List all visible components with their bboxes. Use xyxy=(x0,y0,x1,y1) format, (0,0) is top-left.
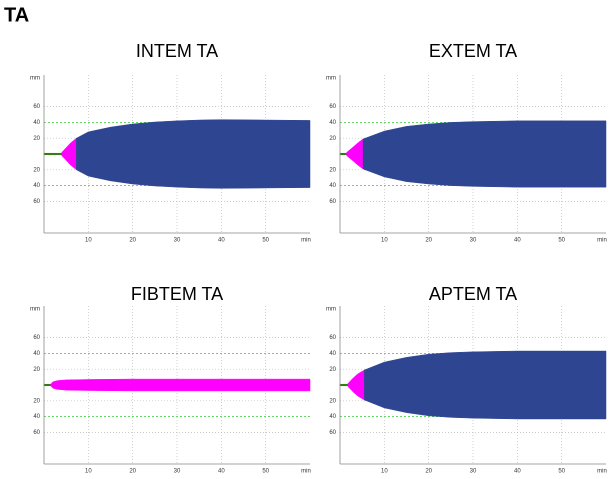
amplitude-area xyxy=(339,152,347,156)
x-axis-label: min xyxy=(301,238,311,244)
x-tick-label: 10 xyxy=(85,469,92,475)
amplitude-area xyxy=(61,137,77,171)
x-tick-label: 40 xyxy=(218,469,225,475)
amplitude-area xyxy=(43,383,51,387)
amplitude-area xyxy=(346,138,364,170)
x-tick-label: 50 xyxy=(262,469,269,475)
y-tick-label: 60 xyxy=(329,199,336,205)
y-tick-label: 20 xyxy=(33,367,40,373)
x-tick-label: 50 xyxy=(558,238,565,244)
x-tick-label: 40 xyxy=(218,238,225,244)
x-axis-label: min xyxy=(597,238,607,244)
amplitude-area xyxy=(364,350,607,420)
amplitude-area xyxy=(362,120,607,188)
y-tick-label: 60 xyxy=(33,430,40,436)
x-tick-label: 20 xyxy=(129,238,136,244)
y-tick-label: 20 xyxy=(329,398,336,404)
amplitude-area xyxy=(347,369,365,401)
x-tick-label: 30 xyxy=(174,238,181,244)
y-axis-label: mm xyxy=(326,76,336,82)
x-tick-label: 50 xyxy=(262,238,269,244)
x-tick-label: 30 xyxy=(470,238,477,244)
y-tick-label: 40 xyxy=(329,120,336,126)
chart-title: APTEM TA xyxy=(429,284,517,304)
y-tick-label: 60 xyxy=(33,199,40,205)
y-tick-label: 40 xyxy=(33,120,40,126)
amplitude-area xyxy=(76,119,311,189)
x-axis-label: min xyxy=(301,469,311,475)
y-axis-label: mm xyxy=(30,307,40,313)
x-tick-label: 10 xyxy=(381,469,388,475)
y-tick-label: 60 xyxy=(329,104,336,110)
y-tick-label: 60 xyxy=(33,335,40,341)
y-tick-label: 60 xyxy=(329,335,336,341)
page-title: TA xyxy=(4,4,29,26)
y-tick-label: 20 xyxy=(33,398,40,404)
y-tick-label: 20 xyxy=(33,136,40,142)
y-tick-label: 20 xyxy=(329,136,336,142)
y-tick-label: 40 xyxy=(33,351,40,357)
y-axis-label: mm xyxy=(30,76,40,82)
x-tick-label: 30 xyxy=(470,469,477,475)
chart-title: EXTEM TA xyxy=(429,41,517,61)
amplitude-area xyxy=(43,152,62,156)
amplitude-area xyxy=(50,378,311,392)
y-tick-label: 60 xyxy=(33,104,40,110)
x-tick-label: 20 xyxy=(129,469,136,475)
y-tick-label: 40 xyxy=(329,351,336,357)
y-axis-label: mm xyxy=(326,307,336,313)
x-tick-label: 20 xyxy=(425,469,432,475)
x-tick-label: 40 xyxy=(514,238,521,244)
y-tick-label: 40 xyxy=(329,183,336,189)
y-tick-label: 20 xyxy=(33,167,40,173)
y-tick-label: 40 xyxy=(33,414,40,420)
amplitude-area xyxy=(339,383,349,387)
x-tick-label: 10 xyxy=(381,238,388,244)
chart-title: INTEM TA xyxy=(136,41,218,61)
x-tick-label: 20 xyxy=(425,238,432,244)
x-tick-label: 50 xyxy=(558,469,565,475)
x-tick-label: 10 xyxy=(85,238,92,244)
x-axis-label: min xyxy=(597,469,607,475)
x-tick-label: 30 xyxy=(174,469,181,475)
y-tick-label: 60 xyxy=(329,430,336,436)
y-tick-label: 40 xyxy=(329,414,336,420)
y-tick-label: 20 xyxy=(329,367,336,373)
y-tick-label: 40 xyxy=(33,183,40,189)
x-tick-label: 40 xyxy=(514,469,521,475)
y-tick-label: 20 xyxy=(329,167,336,173)
chart-title: FIBTEM TA xyxy=(131,284,223,304)
